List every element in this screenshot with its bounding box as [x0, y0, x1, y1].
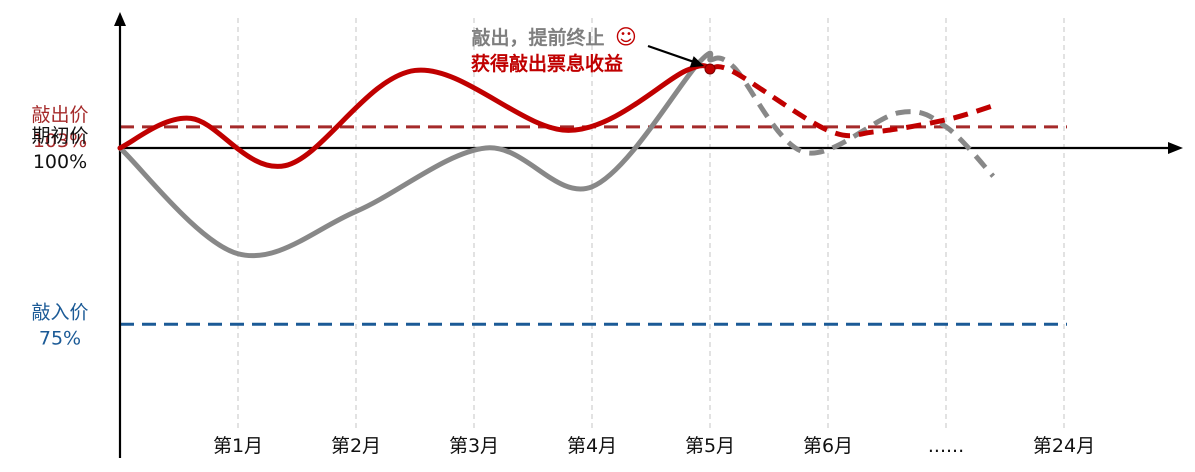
x-tick-label: 第1月 — [213, 435, 263, 457]
labels-layer: 第1月 第2月 第3月 第4月 第5月 第6月...... 第24月 敲出价 103%期初价 10… — [31, 104, 1095, 457]
level-lines — [120, 125, 1067, 326]
level-name-label: 敲入价 — [31, 301, 88, 323]
annotation-line2: 获得敲出票息收益 — [471, 52, 623, 75]
x-tick-label: 第5月 — [685, 435, 735, 457]
grid-layer — [237, 18, 1065, 428]
knockout-point — [704, 63, 716, 75]
series-0-solid-line — [117, 63, 713, 169]
level-name-label: 期初价 — [31, 125, 88, 147]
annotation-arrow-head — [689, 56, 704, 68]
x-tick-label: 第4月 — [567, 435, 617, 457]
series-1-dashed-line — [709, 55, 996, 178]
series-0-dashed-line — [709, 64, 994, 139]
level-name-label: 敲出价 — [31, 104, 88, 126]
x-tick-label: 第24月 — [1033, 435, 1095, 457]
x-tick-label: 第3月 — [449, 435, 499, 457]
x-tick-label: 第6月 — [803, 435, 853, 457]
series-layer — [117, 50, 996, 259]
smiley-icon: ☺ — [615, 25, 637, 49]
level-value-label: 100% — [33, 151, 87, 173]
level-value-label: 103% — [33, 130, 87, 152]
y-axis-arrow — [114, 12, 126, 26]
annotation-line1: 敲出，提前终止 — [471, 26, 604, 49]
axes — [114, 12, 1183, 458]
annotation-layer: 敲出，提前终止 ☺ 获得敲出票息收益 — [471, 25, 704, 75]
x-tick-label: ...... — [928, 435, 964, 457]
x-axis-arrow — [1168, 142, 1183, 154]
series-1-solid-line — [117, 50, 714, 259]
annotation-arrow-line — [647, 44, 701, 66]
x-tick-label: 第2月 — [331, 435, 381, 457]
level-value-label: 75% — [39, 327, 81, 349]
